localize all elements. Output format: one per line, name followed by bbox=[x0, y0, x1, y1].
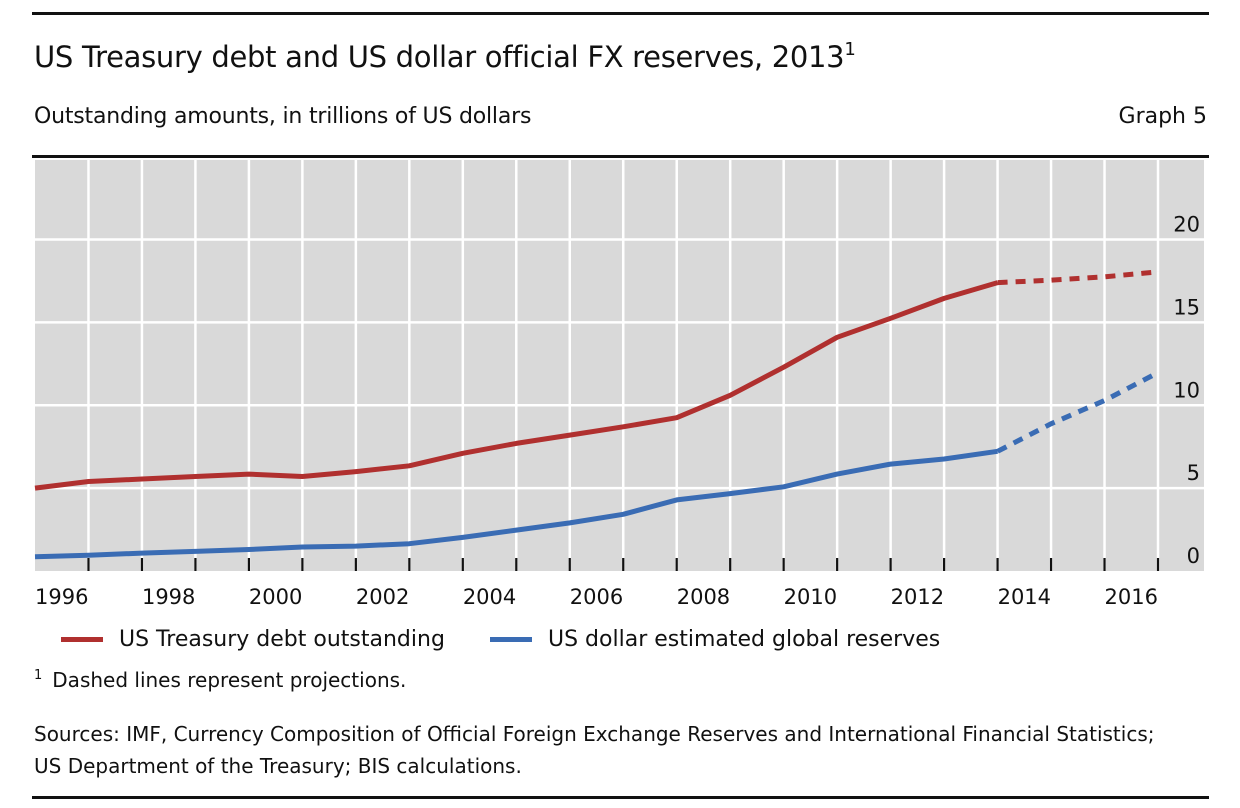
x-tick-label: 2010 bbox=[784, 585, 837, 609]
title-footnote-marker: 1 bbox=[844, 39, 856, 60]
chart-subtitle: Outstanding amounts, in trillions of US … bbox=[34, 104, 532, 129]
y-tick-label: 10 bbox=[1173, 378, 1200, 402]
y-tick-label: 15 bbox=[1173, 295, 1200, 319]
x-axis-labels: 1996 1998 2000 2002 2004 2006 2008 2010 2012 2014… bbox=[35, 585, 1158, 609]
x-axis-ticks bbox=[87, 558, 1160, 571]
chart-title-text: US Treasury debt and US dollar official … bbox=[34, 40, 845, 74]
x-tick-label: 1996 bbox=[35, 585, 88, 609]
x-tick-label: 2004 bbox=[463, 585, 516, 609]
graph-number: Graph 5 bbox=[1118, 104, 1207, 129]
sources-note: Sources: IMF, Currency Composition of Of… bbox=[34, 718, 1224, 782]
legend-item-global-reserves: US dollar estimated global reserves bbox=[490, 624, 940, 654]
footnote: 1 Dashed lines represent projections. bbox=[34, 668, 406, 692]
x-tick-label: 1998 bbox=[142, 585, 195, 609]
y-axis-labels: 0 5 10 15 20 bbox=[1173, 213, 1200, 568]
x-tick-label: 2014 bbox=[998, 585, 1051, 609]
y-tick-label: 5 bbox=[1187, 461, 1200, 485]
top-rule bbox=[32, 12, 1209, 15]
legend-label-global-reserves: US dollar estimated global reserves bbox=[548, 626, 941, 652]
legend-item-treasury-debt: US Treasury debt outstanding bbox=[61, 624, 445, 654]
series-projection-global-reserves bbox=[996, 370, 1160, 454]
horizontal-gridlines bbox=[35, 238, 1204, 490]
x-tick-label: 2006 bbox=[570, 585, 623, 609]
line-chart: 0 5 10 15 20 1996 1998 2000 2002 2004 2006 2008 201… bbox=[34, 160, 1204, 609]
bottom-rule bbox=[32, 796, 1209, 799]
footnote-marker: 1 bbox=[34, 668, 43, 683]
x-tick-label: 2016 bbox=[1105, 585, 1158, 609]
x-tick-label: 2008 bbox=[677, 585, 730, 609]
vertical-gridlines bbox=[87, 160, 1160, 571]
y-tick-label: 20 bbox=[1173, 213, 1200, 237]
sources-line-2: US Department of the Treasury; BIS calcu… bbox=[34, 754, 522, 778]
header-rule bbox=[32, 155, 1209, 158]
x-tick-label: 2012 bbox=[891, 585, 944, 609]
y-tick-label: 0 bbox=[1187, 544, 1200, 568]
chart-title: US Treasury debt and US dollar official … bbox=[34, 40, 856, 74]
plot-background bbox=[35, 160, 1204, 571]
sources-line-1: Sources: IMF, Currency Composition of Of… bbox=[34, 722, 1155, 746]
legend-label-treasury-debt: US Treasury debt outstanding bbox=[119, 626, 445, 652]
x-tick-label: 2000 bbox=[249, 585, 302, 609]
series-layer bbox=[34, 269, 1160, 560]
series-projection-treasury-debt bbox=[997, 269, 1159, 286]
legend-swatch-treasury-debt bbox=[61, 636, 103, 642]
x-tick-label: 2002 bbox=[356, 585, 409, 609]
footnote-text: Dashed lines represent projections. bbox=[52, 668, 407, 692]
legend-swatch-global-reserves bbox=[490, 636, 532, 642]
